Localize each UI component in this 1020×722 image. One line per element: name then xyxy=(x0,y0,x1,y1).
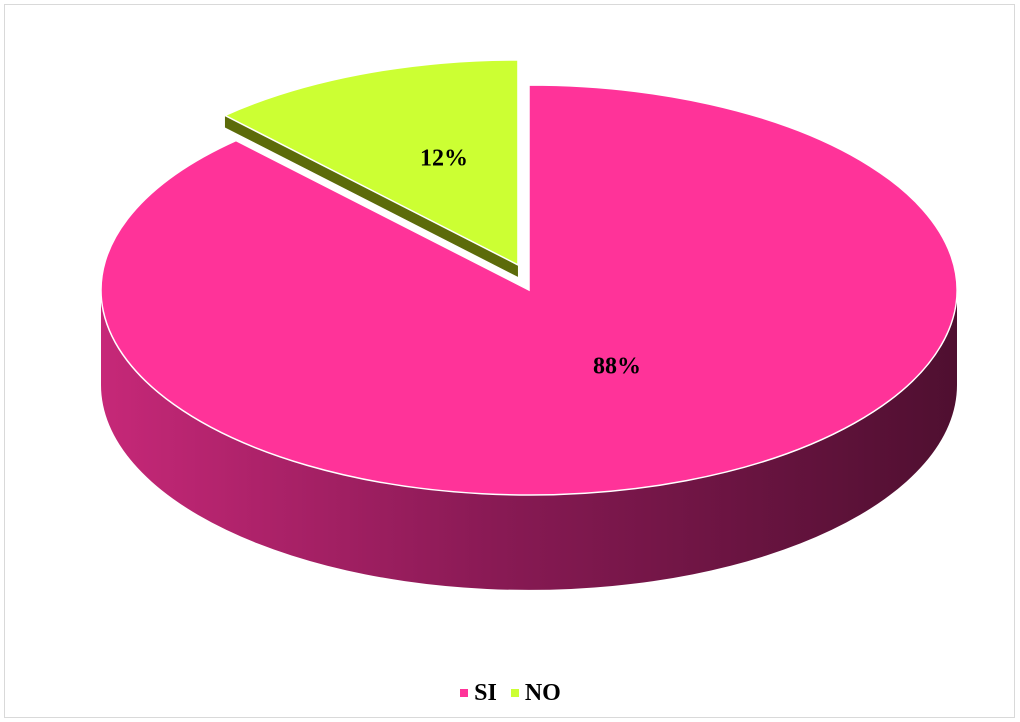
legend-swatch-si xyxy=(460,689,469,697)
pie-wall-no xyxy=(224,115,518,277)
pie-label-layer: 88% 12% xyxy=(420,146,641,380)
pie-side-si xyxy=(101,290,957,590)
pie-chart: 88% 12% xyxy=(100,59,958,590)
pie-slice-si xyxy=(100,84,958,496)
legend-swatch-no xyxy=(510,689,519,697)
legend-label-no: NO xyxy=(524,680,561,706)
pie-top-layer xyxy=(100,59,958,496)
pie-side-layer xyxy=(101,115,957,590)
legend: SI NO xyxy=(5,678,1016,708)
legend-item-no: NO xyxy=(510,680,561,706)
legend-label-si: SI xyxy=(474,680,497,706)
data-label-no: 12% xyxy=(420,146,468,172)
chart-area: 88% 12% SI NO xyxy=(4,4,1015,718)
legend-item-si: SI xyxy=(460,681,497,705)
data-label-si: 88% xyxy=(593,354,641,380)
pie-slice-no xyxy=(223,59,519,267)
